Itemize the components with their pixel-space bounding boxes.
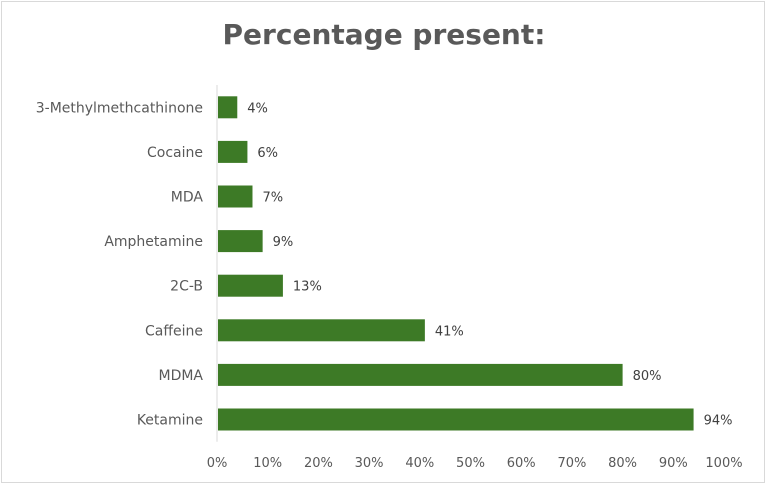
- bar: [218, 230, 263, 253]
- category-label: 2C-B: [170, 279, 203, 295]
- data-label: 7%: [262, 191, 283, 206]
- x-tick-label: 20%: [304, 456, 333, 471]
- category-label: MDA: [171, 190, 204, 206]
- data-label: 6%: [257, 146, 278, 161]
- data-label: 94%: [704, 414, 733, 429]
- category-label: Cocaine: [147, 145, 203, 161]
- data-label: 41%: [435, 324, 464, 339]
- data-label: 80%: [633, 369, 662, 384]
- chart-title: Percentage present:: [222, 18, 546, 51]
- x-tick-label: 80%: [608, 456, 637, 471]
- bar: [218, 408, 694, 431]
- x-tick-label: 60%: [507, 456, 536, 471]
- category-label: Ketamine: [137, 413, 203, 429]
- data-label: 9%: [273, 235, 294, 250]
- x-tick-label: 0%: [207, 456, 228, 471]
- bar: [218, 185, 253, 208]
- x-tick-label: 30%: [355, 456, 384, 471]
- data-label: 4%: [247, 101, 268, 116]
- x-tick-label: 10%: [253, 456, 282, 471]
- bar: [218, 363, 623, 386]
- category-label: Amphetamine: [104, 234, 203, 250]
- x-tick-label: 40%: [405, 456, 434, 471]
- x-tick-label: 70%: [557, 456, 586, 471]
- x-tick-label: 90%: [659, 456, 688, 471]
- bar: [218, 140, 248, 163]
- data-label: 13%: [293, 280, 322, 295]
- bar: [218, 96, 238, 119]
- category-label: MDMA: [158, 368, 203, 384]
- x-tick-label: 100%: [705, 456, 742, 471]
- x-tick-label: 50%: [456, 456, 485, 471]
- bar: [218, 319, 425, 342]
- bar: [218, 274, 283, 297]
- category-label: 3-Methylmethcathinone: [36, 100, 203, 116]
- category-label: Caffeine: [145, 323, 203, 339]
